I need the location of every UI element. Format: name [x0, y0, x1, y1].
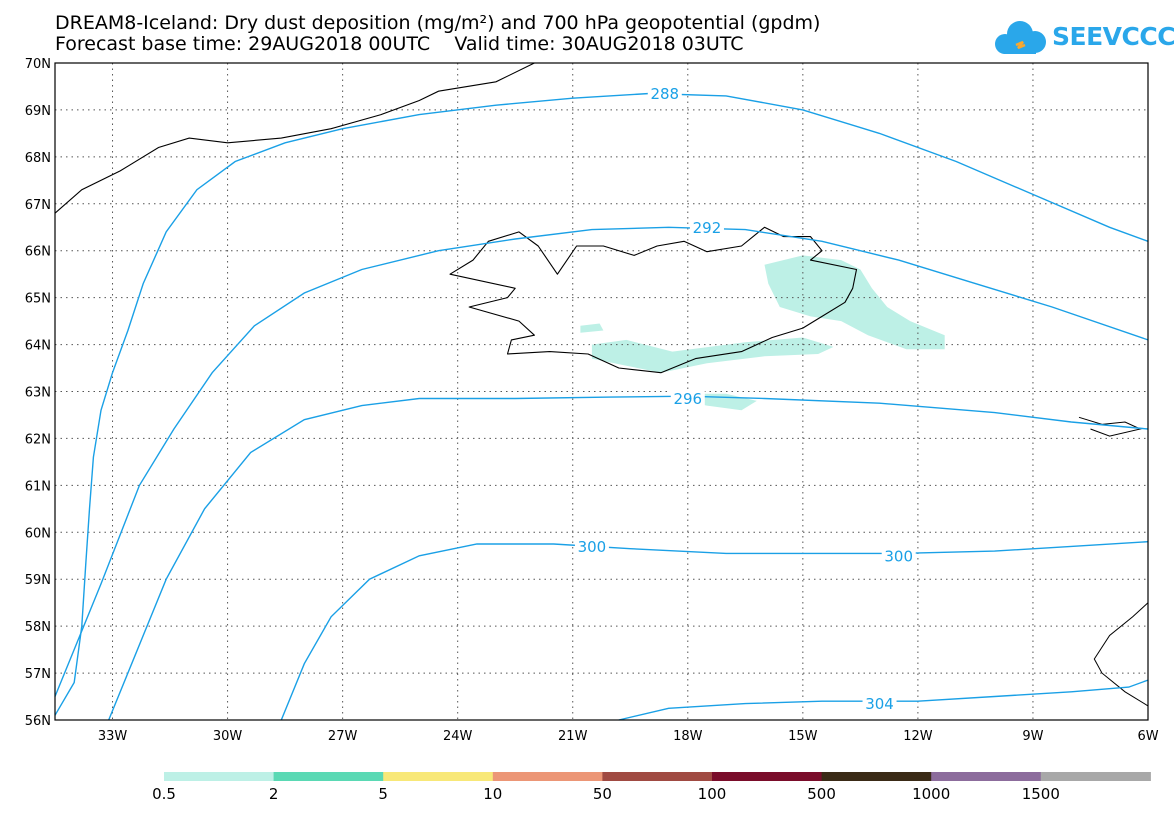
- contour-label-bg: [881, 546, 916, 564]
- coastlines: [54, 62, 1149, 707]
- color-legend: 0.5 2 5 10 50 100 500 1000 1500: [152, 772, 1151, 803]
- latitude-labels: 70N 69N 68N 67N 66N 65N 64N 63N 62N 61N 60N 59N 58N 5…: [25, 57, 51, 729]
- dust-patch-0: [764, 255, 945, 350]
- scotland-coastline: [1093, 602, 1149, 707]
- legend-label: 0.5: [152, 785, 176, 803]
- legend-swatch-6: [821, 772, 932, 781]
- lon-label: 18W: [673, 729, 703, 744]
- lat-label: 64N: [25, 339, 51, 354]
- lon-label: 30W: [213, 729, 243, 744]
- faroe-coastline: [1078, 416, 1142, 437]
- lat-label: 68N: [25, 151, 51, 166]
- legend-swatch-1: [273, 772, 384, 781]
- legend-swatch-7: [931, 772, 1042, 781]
- lon-label: 33W: [98, 729, 128, 744]
- lon-label: 24W: [443, 729, 473, 744]
- cloud-icon: [995, 21, 1046, 54]
- contour-296: [108, 395, 1149, 721]
- lat-label: 69N: [25, 104, 51, 119]
- lon-label: 21W: [558, 729, 588, 744]
- contour-label-bg: [689, 218, 724, 236]
- longitude-labels: 33W 30W 27W 24W 21W 18W 15W 12W 9W 6W: [98, 729, 1159, 744]
- legend-swatch-2: [383, 772, 494, 781]
- contour-label-bg: [647, 84, 682, 102]
- contour-292: [54, 226, 1149, 697]
- lat-label: 56N: [25, 714, 51, 729]
- logo-text: SEEVCCC: [1052, 22, 1175, 51]
- contour-labels: 288 292 296 300 300 304: [574, 84, 916, 713]
- map-frame: [55, 63, 1148, 720]
- contour-label-300: 300: [884, 547, 913, 565]
- legend-swatch-3: [492, 772, 603, 781]
- legend-label: 5: [378, 785, 388, 803]
- legend-label: 2: [269, 785, 279, 803]
- contour-label-bg: [574, 537, 609, 555]
- contour-label-296: 296: [673, 390, 702, 408]
- lat-label: 67N: [25, 198, 51, 213]
- lat-label: 62N: [25, 432, 51, 447]
- contour-label-300: 300: [578, 538, 607, 556]
- dust-patch-1: [580, 323, 604, 333]
- chart-subtitle: Forecast base time: 29AUG2018 00UTC Vali…: [55, 33, 744, 55]
- dust-patch-2: [591, 337, 834, 373]
- legend-swatch-4: [602, 772, 713, 781]
- lon-label: 27W: [328, 729, 358, 744]
- lat-label: 63N: [25, 386, 51, 401]
- lon-label: 15W: [788, 729, 818, 744]
- greenland-coastline: [54, 62, 535, 214]
- contour-label-bg: [670, 389, 705, 407]
- legend-label: 1500: [1022, 785, 1060, 803]
- iceland-coastline: [449, 226, 858, 374]
- map-border: [54, 62, 1149, 721]
- geopotential-contours: [54, 92, 1149, 721]
- chart-title: DREAM8-Iceland: Dry dust deposition (mg/…: [55, 12, 821, 34]
- lon-label: 9W: [1022, 729, 1043, 744]
- lat-label: 65N: [25, 292, 51, 307]
- lat-label: 58N: [25, 620, 51, 635]
- lat-label: 59N: [25, 573, 51, 588]
- legend-label: 10: [483, 785, 502, 803]
- lon-label: 12W: [903, 729, 933, 744]
- contour-label-bg: [862, 694, 897, 712]
- lat-label: 70N: [25, 57, 51, 72]
- lat-label: 66N: [25, 245, 51, 260]
- legend-swatch-0: [164, 772, 275, 781]
- legend-label: 1000: [912, 785, 950, 803]
- contour-288: [54, 92, 1149, 716]
- legend-swatch-8: [1040, 772, 1151, 781]
- lat-label: 57N: [25, 667, 51, 682]
- contour-304: [618, 679, 1149, 721]
- contour-label-288: 288: [650, 85, 679, 103]
- legend-label: 100: [698, 785, 727, 803]
- lon-label: 6W: [1137, 729, 1158, 744]
- lat-label: 61N: [25, 479, 51, 494]
- legend-swatch-5: [712, 772, 823, 781]
- legend-label: 50: [593, 785, 612, 803]
- legend-label: 500: [807, 785, 836, 803]
- contour-label-292: 292: [693, 219, 722, 237]
- lat-label: 60N: [25, 526, 51, 541]
- contour-label-304: 304: [865, 695, 894, 713]
